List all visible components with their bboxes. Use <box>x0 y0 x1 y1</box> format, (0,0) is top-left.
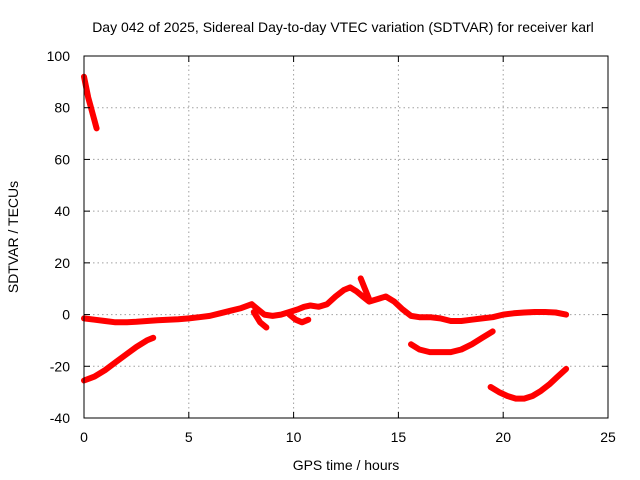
y-tick-label: 80 <box>54 100 70 116</box>
data-series-8 <box>487 365 570 402</box>
data-series-1 <box>81 73 100 132</box>
x-tick-labels: 0 5 10 15 20 25 <box>80 429 616 445</box>
x-tick-label: 25 <box>600 429 616 445</box>
y-tick-label: 0 <box>62 307 70 323</box>
y-tick-label: 100 <box>47 48 71 64</box>
data-series-7 <box>408 328 496 356</box>
y-tick-label: 60 <box>54 151 70 167</box>
data-series-5 <box>357 275 373 303</box>
plot-frame <box>83 55 609 419</box>
x-tick-label: 0 <box>80 429 88 445</box>
data-series-2 <box>81 284 570 326</box>
y-tick-label: 20 <box>54 255 70 271</box>
x-axis-label: GPS time / hours <box>293 457 400 473</box>
chart-title: Day 042 of 2025, Sidereal Day-to-day VTE… <box>92 19 594 35</box>
plot-series <box>81 73 570 402</box>
data-series-3 <box>250 309 270 331</box>
y-tick-label: -40 <box>50 410 70 426</box>
data-series-4 <box>286 311 312 326</box>
data-series-6 <box>81 334 157 384</box>
x-tick-label: 5 <box>185 429 193 445</box>
y-tick-labels: -40 -20 0 20 40 60 80 100 <box>47 48 71 426</box>
x-tick-label: 20 <box>495 429 511 445</box>
y-tick-label: 40 <box>54 203 70 219</box>
x-tick-label: 15 <box>391 429 407 445</box>
y-axis-label: SDTVAR / TECUs <box>5 181 21 293</box>
grid-lines <box>84 56 608 418</box>
x-tick-label: 10 <box>286 429 302 445</box>
y-tick-label: -20 <box>50 358 70 374</box>
axis-ticks <box>83 55 609 419</box>
